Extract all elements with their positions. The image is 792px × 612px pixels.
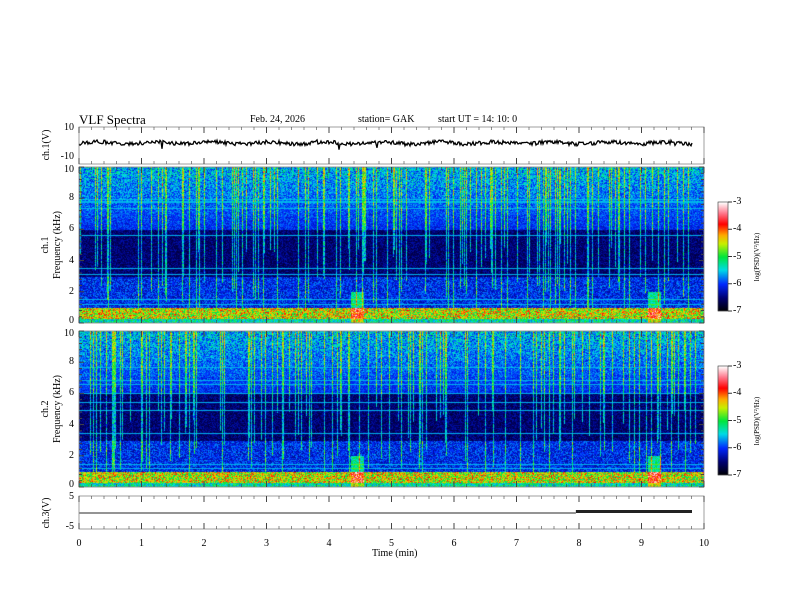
y-tick-label: 4 bbox=[69, 418, 74, 430]
y-tick-label: 0 bbox=[69, 315, 74, 326]
colorbar-tick-label: -6 bbox=[733, 441, 742, 453]
y-tick-label: -5 bbox=[65, 521, 74, 532]
y-tick-label: -10 bbox=[60, 151, 74, 162]
x-tick-label: 4 bbox=[326, 538, 332, 549]
x-tick-label: 6 bbox=[451, 538, 457, 549]
station-label: station= GAK bbox=[358, 114, 415, 125]
colorbar-tick-label: -4 bbox=[733, 223, 742, 235]
x-tick-label: 10 bbox=[699, 538, 709, 549]
y-tick-label: 6 bbox=[69, 223, 74, 235]
y-tick-label: 5 bbox=[69, 491, 74, 502]
y-tick-label: 8 bbox=[69, 356, 74, 368]
y-tick-label: 2 bbox=[69, 449, 74, 461]
colorbar-tick-label: -3 bbox=[733, 196, 742, 207]
start-time-label: start UT = 14: 10: 0 bbox=[438, 114, 518, 125]
date-label: Feb. 24, 2026 bbox=[250, 114, 305, 125]
colorbar-tick-label: -3 bbox=[733, 360, 742, 371]
colorbar-tick-label: -7 bbox=[733, 469, 742, 480]
y-tick-label: 10 bbox=[64, 164, 74, 175]
y-tick-label: 10 bbox=[64, 328, 74, 339]
x-tick-label: 1 bbox=[139, 538, 144, 549]
x-tick-label: 3 bbox=[264, 538, 269, 549]
colorbar-tick-label: -5 bbox=[733, 414, 742, 426]
x-axis-label: Time (min) bbox=[372, 548, 418, 559]
ch1-waveform-line bbox=[78, 138, 693, 150]
y-tick-label: 2 bbox=[69, 285, 74, 297]
x-tick-label: 7 bbox=[514, 538, 519, 549]
colorbar-tick-label: -5 bbox=[733, 250, 742, 262]
y-tick-label: 0 bbox=[69, 479, 74, 490]
ch3-digital-segment bbox=[575, 510, 692, 513]
y-tick-label: 10 bbox=[64, 122, 74, 133]
x-tick-label: 5 bbox=[389, 538, 394, 549]
y-tick-label: 6 bbox=[69, 387, 74, 399]
x-tick-label: 8 bbox=[576, 538, 582, 549]
y-tick-label: 8 bbox=[69, 192, 74, 204]
x-tick-label: 9 bbox=[639, 538, 644, 549]
colorbar-tick-label: -4 bbox=[733, 387, 742, 399]
colorbar-tick-label: -7 bbox=[733, 305, 742, 316]
x-tick-label: 0 bbox=[76, 538, 82, 549]
figure-title: VLF Spectra bbox=[79, 112, 146, 127]
y-tick-label: 4 bbox=[69, 254, 74, 266]
colorbar-tick-label: -6 bbox=[733, 277, 742, 289]
x-tick-label: 2 bbox=[201, 538, 207, 549]
